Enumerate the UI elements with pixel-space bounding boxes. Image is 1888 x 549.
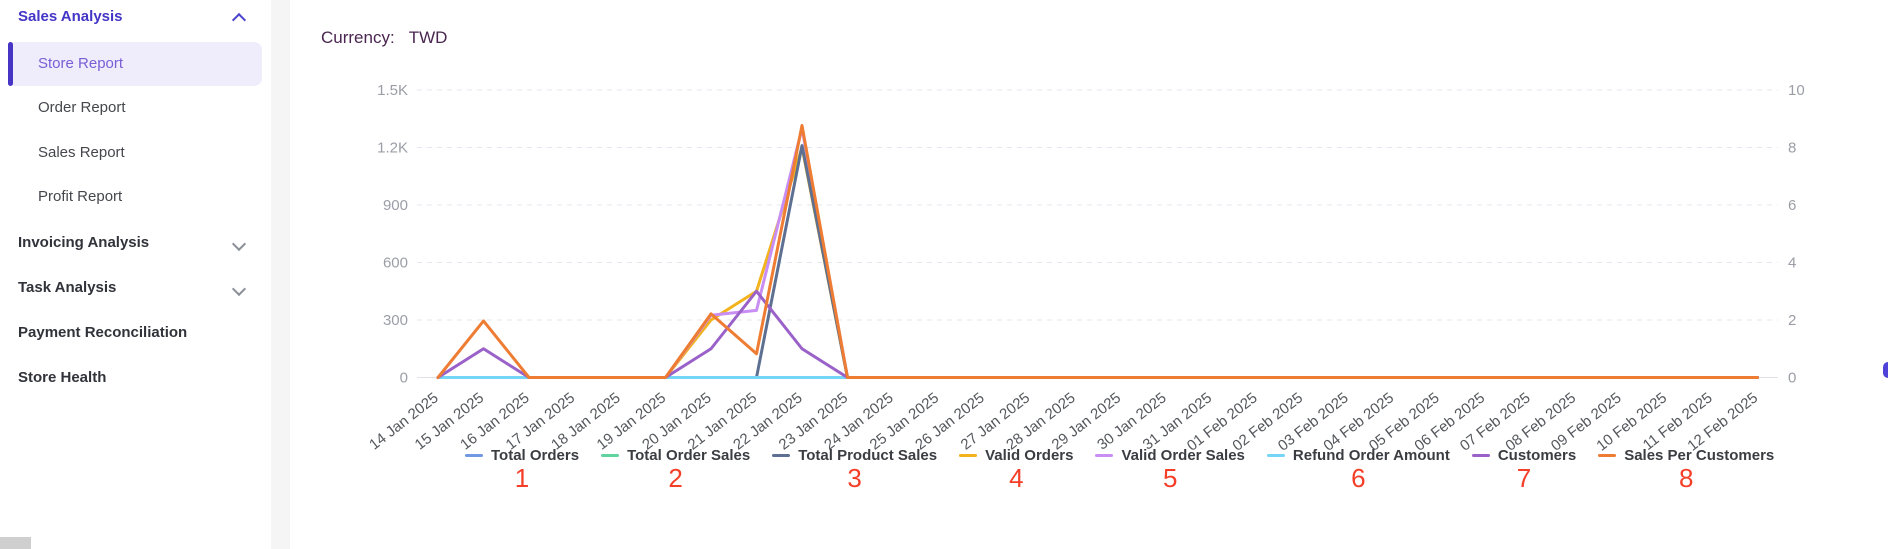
series-line-customers <box>436 289 1759 379</box>
sidebar-divider-gutter <box>271 0 290 549</box>
chevron-down-icon <box>233 239 245 251</box>
sidebar-item-order-report[interactable]: Order Report <box>38 99 126 116</box>
right-axis-tick: 10 <box>1788 82 1805 99</box>
legend-label: Sales Per Customers <box>1624 446 1775 464</box>
floating-widget-edge[interactable] <box>1883 362 1888 378</box>
main-content: Currency: TWD 0 300 600 900 1.2K 1.5K 0 2 4 6 8 10 14… <box>290 0 1888 549</box>
legend-label: Total Product Sales <box>798 446 938 464</box>
left-axis-tick: 900 <box>383 197 408 214</box>
annotation-mark-3: 3 <box>847 463 862 493</box>
annotation-mark-7: 7 <box>1516 463 1532 493</box>
sidebar-item-profit-report[interactable]: Profit Report <box>38 188 123 205</box>
annotation-mark-4: 4 <box>1009 463 1024 493</box>
right-axis-tick: 0 <box>1788 370 1796 387</box>
legend-label: Valid Orders <box>985 446 1074 464</box>
series-line-valid-order-sales <box>436 126 1759 379</box>
left-axis-tick: 1.5K <box>377 82 408 99</box>
legend-item-valid-orders[interactable]: Valid Orders 4 <box>959 446 1074 493</box>
chevron-down-icon <box>233 284 245 296</box>
right-axis-tick: 2 <box>1788 312 1796 329</box>
currency-label: Currency: TWD <box>321 28 448 47</box>
annotation-mark-6: 6 <box>1351 463 1366 493</box>
legend-line-icon <box>601 453 620 457</box>
legend-line-icon <box>1598 453 1617 457</box>
sidebar-item-store-report[interactable]: Store Report <box>38 55 124 72</box>
legend-label: Total Order Sales <box>627 446 751 464</box>
legend-line-icon <box>1095 453 1114 457</box>
annotation-mark-1: 1 <box>514 463 530 493</box>
sidebar: Sales Analysis Store Report Order Report… <box>0 0 271 549</box>
legend-line-icon <box>1471 453 1490 457</box>
annotation-mark-5: 5 <box>1162 463 1178 493</box>
right-axis-tick: 4 <box>1788 255 1796 272</box>
legend-item-total-product-sales[interactable]: Total Product Sales 3 <box>772 446 938 493</box>
sidebar-section-payment-reconciliation[interactable]: Payment Reconciliation <box>18 324 188 341</box>
active-item-highlight <box>8 42 262 86</box>
bottom-left-scrollbar-corner <box>0 537 31 549</box>
left-axis-tick: 300 <box>383 312 408 329</box>
series-line-sales-per-customers <box>436 123 1759 379</box>
legend-line-icon <box>959 453 978 457</box>
legend-label: Refund Order Amount <box>1292 446 1450 464</box>
legend-line-icon <box>1266 453 1285 457</box>
sidebar-section-invoicing-analysis[interactable]: Invoicing Analysis <box>0 234 262 251</box>
sidebar-section-task-analysis[interactable]: Task Analysis <box>0 279 262 296</box>
legend-label: Customers <box>1497 446 1577 464</box>
legend-item-valid-order-sales[interactable]: Valid Order Sales 5 <box>1095 446 1245 493</box>
legend-item-sales-per-customers[interactable]: Sales Per Customers 8 <box>1598 446 1775 493</box>
legend-label: Total Orders <box>491 446 580 464</box>
legend-item-customers[interactable]: Customers 7 <box>1471 446 1577 493</box>
legend-item-refund-order-amount[interactable]: Refund Order Amount 6 <box>1266 446 1450 493</box>
legend-line-icon <box>772 453 791 457</box>
chart-legend: Total Orders 1 Total Order Sales 2 Total Pro… <box>465 446 1775 493</box>
left-axis-tick: 600 <box>383 255 408 272</box>
left-axis-tick: 1.2K <box>377 140 408 157</box>
sidebar-item-sales-report[interactable]: Sales Report <box>38 144 125 161</box>
legend-line-icon <box>465 453 483 457</box>
series-line-total-product-sales <box>436 144 1759 379</box>
legend-item-total-orders[interactable]: Total Orders 1 <box>465 446 580 493</box>
legend-item-total-order-sales[interactable]: Total Order Sales 2 <box>601 446 751 493</box>
legend-label: Valid Order Sales <box>1121 446 1245 464</box>
chevron-up-icon <box>233 11 245 23</box>
sidebar-section-store-health[interactable]: Store Health <box>18 369 107 386</box>
annotation-mark-2: 2 <box>668 463 683 493</box>
right-axis-tick: 8 <box>1788 140 1796 157</box>
sidebar-section-sales-analysis[interactable]: Sales Analysis <box>0 8 262 25</box>
active-item-accent-bar <box>8 42 13 86</box>
left-axis-tick: 0 <box>400 370 408 387</box>
annotation-mark-8: 8 <box>1678 463 1694 493</box>
right-axis-tick: 6 <box>1788 197 1796 214</box>
